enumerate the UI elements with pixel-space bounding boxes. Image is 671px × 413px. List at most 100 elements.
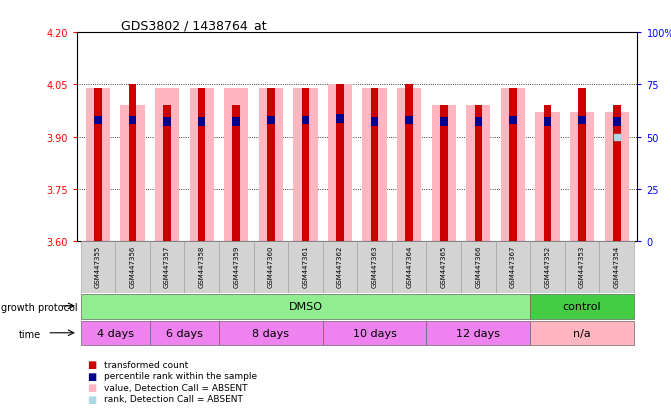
- Bar: [259, 89, 283, 242]
- Bar: [328, 85, 352, 242]
- Text: GSM447353: GSM447353: [579, 245, 585, 287]
- Bar: [302, 89, 309, 242]
- Bar: [544, 118, 552, 127]
- Bar: [163, 118, 171, 127]
- Bar: [81, 294, 530, 319]
- Text: GSM447365: GSM447365: [441, 245, 447, 287]
- Text: GSM447356: GSM447356: [130, 245, 136, 287]
- Text: GSM447363: GSM447363: [372, 245, 378, 287]
- Bar: [397, 89, 421, 242]
- Text: 10 days: 10 days: [353, 328, 397, 338]
- Text: GSM447364: GSM447364: [406, 245, 412, 287]
- Text: GSM447367: GSM447367: [510, 245, 516, 287]
- Bar: [509, 116, 517, 125]
- Bar: [267, 116, 274, 125]
- Text: percentile rank within the sample: percentile rank within the sample: [104, 371, 257, 380]
- Bar: [605, 113, 629, 242]
- Bar: [185, 242, 219, 293]
- Bar: [150, 321, 219, 346]
- Text: 4 days: 4 days: [97, 328, 134, 338]
- Bar: [530, 321, 634, 346]
- Bar: [219, 321, 323, 346]
- Bar: [405, 116, 413, 125]
- Bar: [336, 115, 344, 123]
- Bar: [474, 106, 482, 242]
- Bar: [267, 89, 274, 242]
- Bar: [336, 85, 344, 242]
- Bar: [371, 89, 378, 242]
- Bar: [501, 89, 525, 242]
- Text: control: control: [563, 301, 601, 311]
- Text: GSM447360: GSM447360: [268, 245, 274, 287]
- Bar: [392, 242, 427, 293]
- Bar: [405, 85, 413, 242]
- Text: 8 days: 8 days: [252, 328, 289, 338]
- Bar: [440, 118, 448, 127]
- Bar: [427, 321, 530, 346]
- Bar: [190, 89, 214, 242]
- Bar: [198, 118, 205, 127]
- Bar: [288, 242, 323, 293]
- Bar: [94, 116, 102, 125]
- Bar: [120, 106, 145, 242]
- Bar: [466, 106, 491, 242]
- Text: DMSO: DMSO: [289, 301, 323, 311]
- Bar: [461, 242, 496, 293]
- Bar: [81, 242, 115, 293]
- Bar: [578, 116, 586, 125]
- Bar: [150, 242, 185, 293]
- Text: value, Detection Call = ABSENT: value, Detection Call = ABSENT: [104, 383, 248, 392]
- Text: GSM447352: GSM447352: [545, 245, 550, 287]
- Text: GSM447362: GSM447362: [337, 245, 343, 287]
- Bar: [232, 118, 240, 127]
- Bar: [544, 106, 552, 242]
- Bar: [371, 118, 378, 127]
- Bar: [530, 294, 634, 319]
- Bar: [155, 89, 179, 242]
- Bar: [293, 89, 317, 242]
- Bar: [129, 85, 136, 242]
- Bar: [254, 242, 288, 293]
- Bar: [613, 106, 621, 242]
- Text: GSM447354: GSM447354: [614, 245, 620, 287]
- Text: GSM447366: GSM447366: [475, 245, 481, 287]
- Text: GSM447359: GSM447359: [234, 245, 240, 287]
- Bar: [163, 106, 171, 242]
- Bar: [474, 118, 482, 127]
- Bar: [530, 242, 565, 293]
- Bar: [613, 118, 621, 127]
- Text: GSM447357: GSM447357: [164, 245, 170, 287]
- Bar: [115, 242, 150, 293]
- Bar: [496, 242, 530, 293]
- Text: GSM447361: GSM447361: [303, 245, 309, 287]
- Bar: [86, 89, 110, 242]
- Bar: [431, 106, 456, 242]
- Text: 6 days: 6 days: [166, 328, 203, 338]
- Text: rank, Detection Call = ABSENT: rank, Detection Call = ABSENT: [104, 394, 243, 404]
- Text: time: time: [19, 329, 41, 339]
- Bar: [323, 242, 357, 293]
- Text: GSM447358: GSM447358: [199, 245, 205, 287]
- Bar: [232, 106, 240, 242]
- Bar: [599, 242, 634, 293]
- Text: n/a: n/a: [573, 328, 591, 338]
- Bar: [509, 89, 517, 242]
- Text: ■: ■: [87, 382, 97, 392]
- Bar: [535, 113, 560, 242]
- Text: ■: ■: [87, 394, 97, 404]
- Bar: [357, 242, 392, 293]
- Bar: [565, 242, 599, 293]
- Text: transformed count: transformed count: [104, 360, 189, 369]
- Bar: [427, 242, 461, 293]
- Text: ■: ■: [87, 371, 97, 381]
- Bar: [94, 89, 102, 242]
- Bar: [570, 113, 595, 242]
- Bar: [302, 116, 309, 125]
- Bar: [129, 116, 136, 125]
- Bar: [362, 89, 386, 242]
- Bar: [323, 321, 427, 346]
- Bar: [219, 242, 254, 293]
- Text: ■: ■: [87, 359, 97, 369]
- Bar: [198, 89, 205, 242]
- Text: GDS3802 / 1438764_at: GDS3802 / 1438764_at: [121, 19, 266, 31]
